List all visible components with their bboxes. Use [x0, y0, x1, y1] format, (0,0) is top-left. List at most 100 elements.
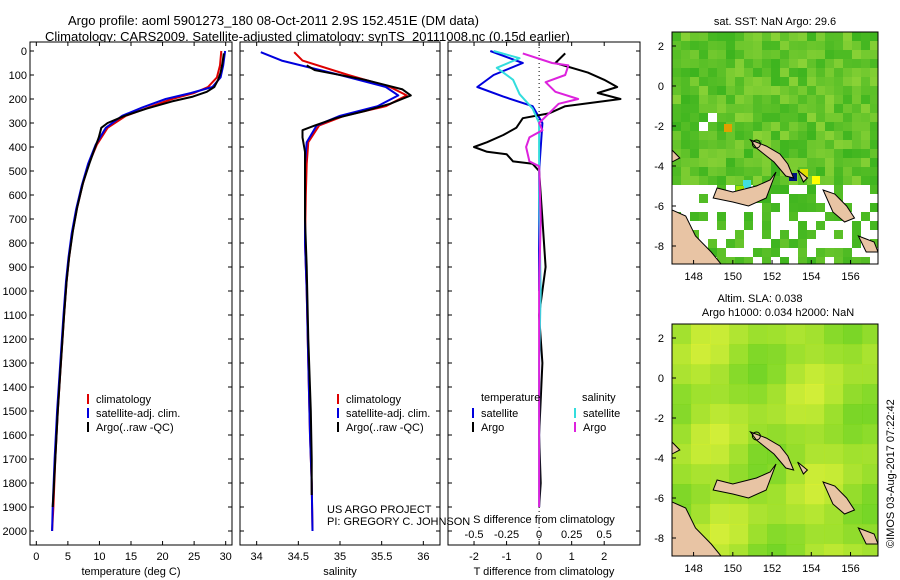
sst-cell: [762, 86, 771, 95]
diff-s-tick-label: 0.5: [597, 529, 612, 541]
sst-cell: [798, 158, 807, 167]
sst-cell: [825, 185, 834, 194]
sst-cell: [789, 41, 798, 50]
sst-cell: [870, 86, 878, 95]
sst-cell: [816, 113, 825, 122]
sst-cell: [762, 113, 771, 122]
sst-cell: [717, 95, 726, 104]
sst-cell: [780, 113, 789, 122]
sla-cell: [805, 324, 825, 345]
sla-cell: [767, 424, 787, 445]
sst-cell: [744, 86, 753, 95]
sst-cell: [825, 212, 834, 221]
sst-cell: [726, 104, 735, 113]
sst-cell: [681, 140, 690, 149]
sst-cell: [825, 248, 834, 257]
depth-tick-label: 1100: [3, 310, 27, 322]
sst-cell: [852, 212, 861, 221]
sst-cell: [753, 203, 762, 212]
sst-cell: [834, 149, 843, 158]
sst-cell: [843, 68, 852, 77]
sst-cell: [807, 32, 816, 41]
sst-cell: [870, 176, 878, 185]
sst-cell: [735, 167, 744, 176]
sst-cell: [816, 257, 825, 264]
sst-cell: [861, 32, 870, 41]
sst-cell: [789, 77, 798, 86]
sla-cell: [786, 344, 806, 365]
sst-cell: [816, 203, 825, 212]
sst-cell: [753, 113, 762, 122]
sst-cell: [834, 122, 843, 131]
sst-cell: [870, 122, 878, 131]
sst-cell: [789, 104, 798, 113]
sst-cell: [789, 50, 798, 59]
sst-cell: [798, 257, 807, 264]
depth-tick-label: 1900: [3, 502, 27, 514]
map-ytick-label: -4: [654, 453, 664, 465]
sla-cell: [824, 324, 844, 345]
sst-cell: [762, 212, 771, 221]
sst-cell: [789, 86, 798, 95]
sst-cell: [708, 122, 717, 131]
sst-cell: [672, 95, 681, 104]
depth-tick-label: 500: [9, 166, 27, 178]
sst-cell: [861, 149, 870, 158]
sst-cell: [690, 158, 699, 167]
sst-cell: [699, 221, 708, 230]
sst-cell: [735, 239, 744, 248]
difference-profile-series-temperature-satellite: [476, 50, 544, 291]
map-xtick-label: 150: [724, 563, 742, 575]
sst-cell: [690, 113, 699, 122]
sst-cell: [789, 257, 798, 264]
sla-land: [822, 481, 856, 515]
sla-cell: [824, 424, 844, 445]
sst-cell: [744, 41, 753, 50]
sst-cell: [843, 221, 852, 230]
sst-cell: [744, 212, 753, 221]
sst-cell: [672, 113, 681, 122]
sst-cell: [780, 59, 789, 68]
sla-cell: [805, 504, 825, 525]
sst-cell: [834, 86, 843, 95]
sst-cell: [708, 140, 717, 149]
sst-cell: [771, 221, 780, 230]
sla-cell: [843, 544, 863, 556]
sst-cell: [744, 158, 753, 167]
sst-cell: [852, 32, 861, 41]
sst-cell: [735, 203, 744, 212]
sst-cell: [762, 140, 771, 149]
sst-cell: [798, 68, 807, 77]
sst-cell: [708, 212, 717, 221]
sst-cell: [798, 194, 807, 203]
sst-cell: [681, 59, 690, 68]
sst-cell: [834, 140, 843, 149]
sst-cell: [798, 50, 807, 59]
sst-cell: [726, 158, 735, 167]
sla-cell: [748, 364, 768, 385]
sst-cell: [690, 50, 699, 59]
sst-cell: [690, 194, 699, 203]
sst-cell: [816, 32, 825, 41]
sla-cell: [729, 544, 749, 556]
sst-cell: [735, 50, 744, 59]
sst-cell: [780, 149, 789, 158]
sla-cell: [710, 424, 730, 445]
sst-anomaly-cell: [812, 176, 820, 184]
sst-cell: [699, 32, 708, 41]
sst-cell: [744, 149, 753, 158]
sst-cell: [771, 131, 780, 140]
sst-cell: [780, 248, 789, 257]
sst-cell: [708, 50, 717, 59]
sst-cell: [735, 68, 744, 77]
sla-cell: [824, 464, 844, 485]
sla-cell: [843, 424, 863, 445]
sst-cell: [870, 68, 878, 77]
depth-tick-label: 600: [9, 190, 27, 202]
sst-cell: [753, 149, 762, 158]
sst-cell: [789, 122, 798, 131]
depth-tick-label: 1600: [3, 430, 27, 442]
sla-cell: [767, 524, 787, 545]
sst-cell: [681, 167, 690, 176]
sst-cell: [708, 77, 717, 86]
